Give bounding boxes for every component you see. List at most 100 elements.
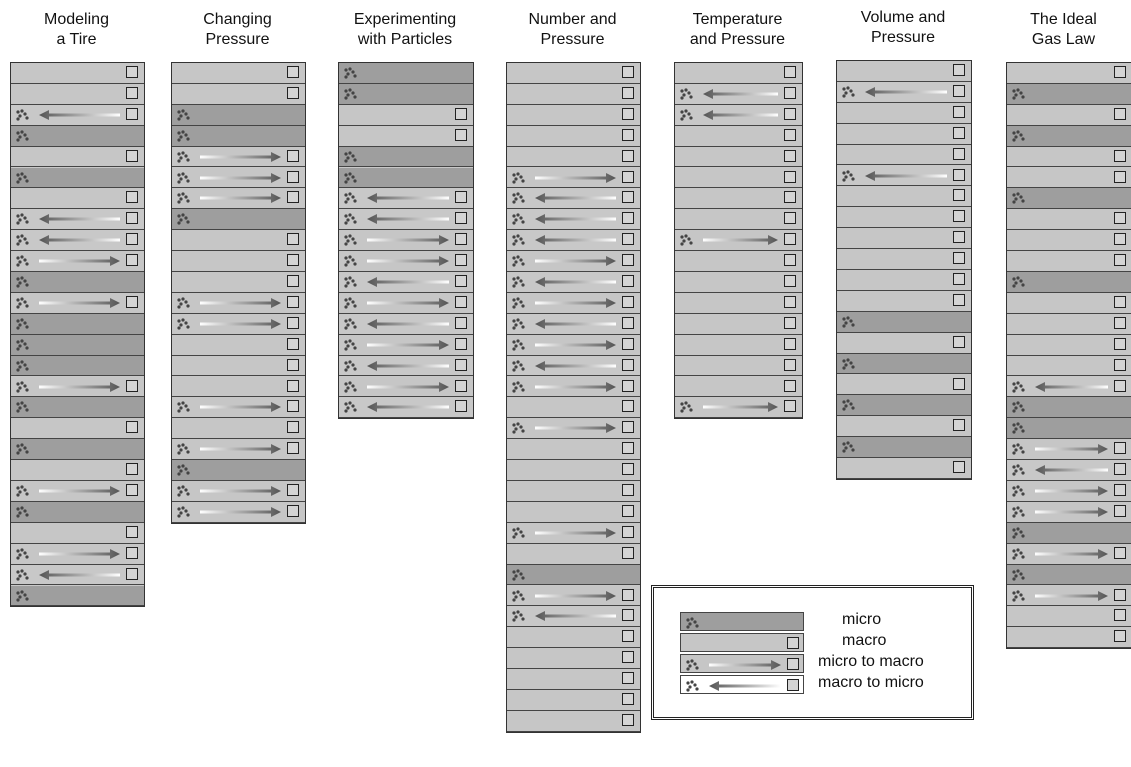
macro-box-icon <box>1114 546 1126 559</box>
macro-box-icon <box>784 295 796 308</box>
macro-row <box>1007 627 1131 649</box>
macro-row <box>675 63 802 84</box>
particles-icon <box>344 67 357 79</box>
particles-icon <box>680 401 693 413</box>
micro-row <box>172 460 305 481</box>
macro-box-icon <box>622 546 634 559</box>
macro-row <box>1007 606 1131 628</box>
arrow-right-icon <box>535 381 616 392</box>
macro-row <box>507 63 640 84</box>
particles-icon <box>512 527 525 539</box>
macro-to-micro-row <box>339 272 473 293</box>
particles-icon <box>344 213 357 225</box>
macro-row <box>675 334 802 356</box>
macro-row <box>1007 292 1131 314</box>
macro-box-icon <box>784 400 796 413</box>
macro-box-icon <box>287 504 299 517</box>
macro-row <box>507 690 640 711</box>
column-title: Modeling a Tire <box>44 11 109 48</box>
macro-box-icon <box>126 86 138 99</box>
macro-row <box>837 332 971 354</box>
particles-icon <box>512 339 525 351</box>
macro-to-micro-row <box>507 356 640 377</box>
particles-icon <box>177 464 190 476</box>
macro-row <box>675 272 802 293</box>
arrow-right-icon <box>1035 444 1108 455</box>
particles-icon <box>512 589 525 602</box>
macro-box-icon <box>455 233 467 246</box>
micro-row <box>11 334 144 356</box>
macro-box-icon <box>953 105 965 118</box>
macro-row <box>675 355 802 377</box>
macro-row <box>675 209 802 231</box>
activity-column <box>338 62 474 420</box>
particles-icon <box>344 359 357 372</box>
macro-box-icon <box>455 275 467 287</box>
particles-icon <box>512 171 525 184</box>
macro-to-micro-row <box>1007 377 1131 398</box>
micro-row <box>837 311 971 333</box>
macro-box-icon <box>953 419 965 432</box>
micro-row <box>11 167 144 189</box>
micro-to-macro-row <box>507 418 640 440</box>
arrow-right-icon <box>200 193 281 204</box>
particles-icon <box>1012 192 1025 204</box>
arrow-left-icon <box>367 214 449 225</box>
macro-box-icon <box>1114 107 1126 120</box>
particles-icon <box>512 276 525 288</box>
macro-row <box>675 125 802 147</box>
macro-box-icon <box>287 484 299 496</box>
macro-row <box>507 481 640 502</box>
macro-to-micro-row <box>507 314 640 335</box>
arrow-left-icon <box>1035 381 1108 392</box>
particles-icon <box>686 659 699 671</box>
macro-to-micro-row <box>837 166 971 187</box>
macro-box-icon <box>455 379 467 392</box>
macro-box-icon <box>287 295 299 308</box>
macro-to-micro-row <box>339 188 473 210</box>
particles-icon <box>344 276 357 288</box>
particles-icon <box>680 234 693 246</box>
macro-box-icon <box>287 275 299 287</box>
macro-box-icon <box>622 651 634 664</box>
arrow-left-icon <box>367 277 449 287</box>
macro-box-icon <box>287 86 299 99</box>
macro-box-icon <box>622 275 634 287</box>
arrow-left-icon <box>535 277 616 287</box>
micro-row <box>11 272 144 293</box>
particles-icon <box>842 169 855 182</box>
macro-box-icon <box>455 254 467 267</box>
particles-icon <box>1012 276 1025 288</box>
particles-icon <box>512 318 525 330</box>
particles-icon <box>16 318 29 330</box>
particles-icon <box>842 399 855 411</box>
micro-row <box>339 146 473 168</box>
macro-to-micro-row <box>339 356 473 377</box>
macro-box-icon <box>1114 358 1126 371</box>
macro-box-icon <box>622 672 634 685</box>
macro-row <box>675 188 802 210</box>
macro-box-icon <box>455 400 467 413</box>
macro-box-icon <box>126 421 138 434</box>
micro-to-macro-row <box>1007 501 1131 523</box>
micro-to-macro-row <box>172 146 305 168</box>
macro-box-icon <box>1114 149 1126 162</box>
macro-box-icon <box>455 128 467 141</box>
micro-row <box>837 353 971 375</box>
particles-icon <box>344 297 357 309</box>
micro-to-macro-row <box>339 376 473 398</box>
arrow-left-icon <box>1035 465 1108 476</box>
macro-box-icon <box>287 170 299 183</box>
macro-row <box>507 627 640 649</box>
macro-box-icon <box>1114 170 1126 183</box>
macro-box-icon <box>622 693 634 705</box>
macro-row <box>172 355 305 377</box>
micro-to-macro-row <box>172 481 305 502</box>
particles-icon <box>842 441 855 453</box>
macro-to-micro-row <box>507 188 640 210</box>
column-title: Number and Pressure <box>528 11 617 48</box>
macro-box-icon <box>455 358 467 371</box>
particles-icon <box>177 130 190 142</box>
arrow-right-icon <box>1035 486 1108 496</box>
macro-box-icon <box>287 337 299 350</box>
